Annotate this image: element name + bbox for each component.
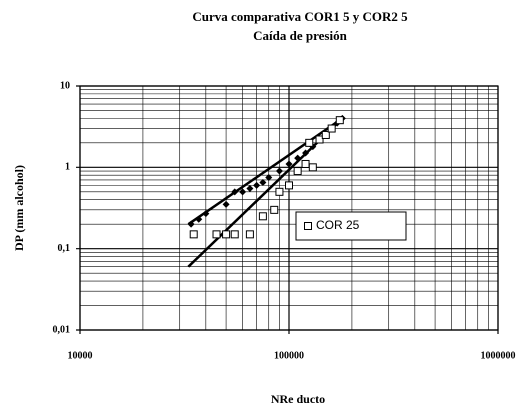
- point: [327, 124, 336, 133]
- point: [315, 135, 324, 144]
- point: [285, 181, 293, 190]
- point: [305, 138, 314, 147]
- chart-subtitle: Caída de presión: [253, 28, 347, 43]
- y-axis-label: DP (mm alcohol): [12, 165, 26, 251]
- plot-area: [79, 85, 499, 331]
- point: [231, 188, 239, 196]
- point: [293, 167, 302, 176]
- y-tick-label: 1: [65, 162, 70, 173]
- point: [187, 220, 195, 228]
- point: [230, 230, 239, 239]
- chart-title: Curva comparativa COR1 5 y COR2 5: [192, 9, 408, 24]
- point: [246, 184, 254, 192]
- point: [335, 116, 344, 125]
- y-tick-label: 0,01: [53, 324, 71, 335]
- point: [270, 205, 279, 214]
- point: [308, 163, 317, 172]
- point: [259, 179, 267, 187]
- point: [285, 160, 293, 168]
- point: [265, 173, 273, 181]
- legend-label: COR 25: [316, 218, 360, 232]
- point: [294, 154, 302, 162]
- point: [253, 181, 261, 189]
- point: [202, 210, 210, 218]
- point: [245, 230, 254, 239]
- legend-marker: [304, 222, 312, 230]
- point: [212, 230, 221, 239]
- point: [222, 200, 230, 208]
- point: [275, 167, 283, 175]
- y-tick-label: 0,1: [58, 243, 71, 254]
- point: [302, 149, 310, 157]
- point: [189, 230, 198, 239]
- x-tick-label: 10000: [68, 350, 93, 361]
- point: [301, 159, 310, 168]
- point: [222, 230, 231, 239]
- y-tick-label: 10: [60, 80, 70, 91]
- x-axis-label: NRe ducto: [271, 392, 325, 406]
- x-tick-label: 1000000: [481, 350, 516, 361]
- point: [275, 187, 284, 196]
- point: [195, 215, 203, 223]
- point: [258, 212, 267, 221]
- point: [321, 130, 330, 139]
- x-tick-label: 100000: [274, 350, 304, 361]
- point: [239, 188, 247, 196]
- legend-box: [295, 211, 407, 241]
